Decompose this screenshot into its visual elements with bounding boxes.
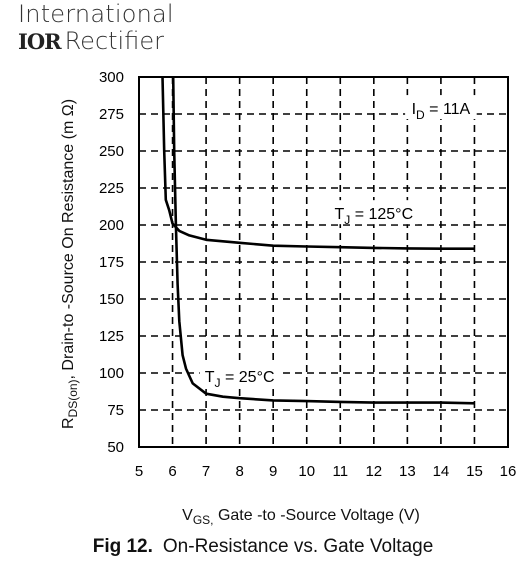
tj125-label-bg — [329, 200, 418, 225]
y-axis-label-rest: , Drain-to -Source On Resistance (m Ω) — [59, 98, 77, 380]
y-tick-label: 100 — [99, 365, 124, 382]
tj25-label-bg — [199, 362, 280, 387]
y-tick-label: 150 — [99, 291, 124, 308]
x-tick-label: 8 — [235, 463, 243, 480]
id-label: ID = 11A — [412, 101, 471, 122]
y-axis-label-main: R — [59, 417, 77, 430]
x-tick-label: 9 — [269, 463, 277, 480]
x-tick-label: 15 — [466, 463, 483, 480]
tj25-label: TJ = 25°C — [205, 369, 275, 390]
y-tick-label: 50 — [107, 439, 124, 456]
id-label-bg — [405, 95, 477, 120]
x-tick-label: 14 — [433, 463, 450, 480]
y-tick-label: 125 — [99, 328, 124, 345]
figure-title: On-Resistance vs. Gate Voltage — [162, 536, 434, 557]
brand-line2-text: Rectifier — [64, 27, 164, 55]
series-line-tj125 — [161, 76, 475, 250]
y-axis-label-sub: DS(on) — [66, 379, 81, 418]
y-tick-label: 175 — [99, 254, 124, 271]
y-tick-label: 75 — [107, 402, 124, 419]
brand-line2: IOR Rectifier — [18, 29, 174, 53]
y-tick-label: 275 — [99, 106, 124, 123]
ior-logo: IOR — [18, 29, 62, 54]
y-tick-label: 300 — [99, 69, 124, 86]
y-axis-label: RDS(on), Drain-to -Source On Resistance … — [60, 99, 80, 429]
x-tick-label: 12 — [365, 463, 382, 480]
figure-number: Fig 12. — [92, 536, 153, 557]
y-tick-label: 250 — [99, 143, 124, 160]
brand-line1: International — [18, 0, 174, 28]
y-tick-label: 200 — [99, 217, 124, 234]
x-axis-label-main: V — [182, 507, 193, 524]
x-axis-label-rest: Gate -to -Source Voltage (V) — [213, 507, 420, 524]
x-tick-label: 13 — [399, 463, 416, 480]
x-tick-label: 10 — [298, 463, 315, 480]
x-tick-label: 5 — [135, 463, 143, 480]
x-tick-label: 7 — [202, 463, 210, 480]
x-axis-label: VGS, Gate -to -Source Voltage (V) — [0, 507, 526, 527]
tj125-label: TJ = 125°C — [334, 206, 413, 227]
y-tick-label: 225 — [99, 180, 124, 197]
x-tick-label: 16 — [500, 463, 517, 480]
x-axis-label-sub: GS, — [192, 513, 214, 528]
series-line-tj25 — [171, 76, 475, 405]
x-tick-label: 11 — [332, 463, 348, 480]
figure-caption: Fig 12. On-Resistance vs. Gate Voltage — [0, 536, 526, 558]
x-tick-label: 6 — [168, 463, 176, 480]
brand-logo: International IOR Rectifier — [18, 2, 174, 53]
